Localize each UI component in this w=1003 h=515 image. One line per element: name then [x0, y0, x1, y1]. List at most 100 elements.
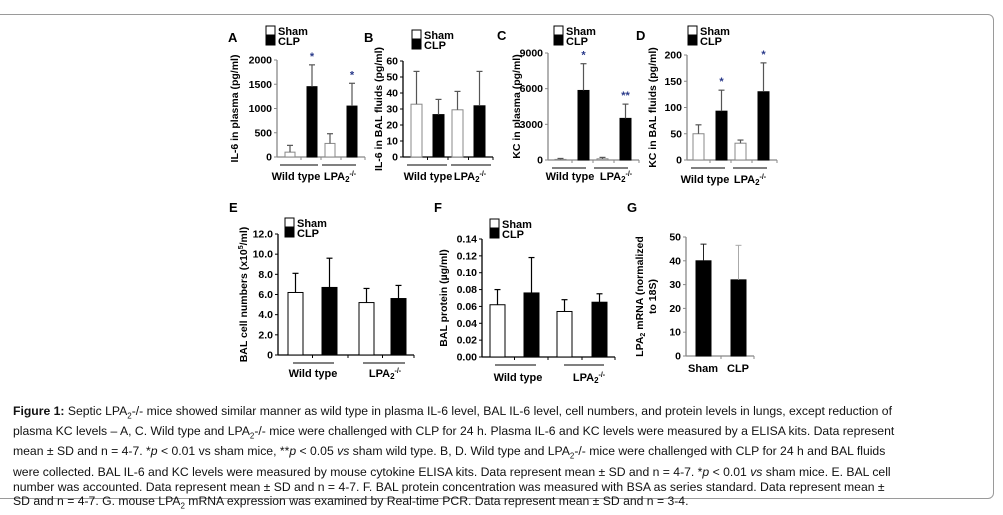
- panel-e: E 0 2.0 4.0 6.0 8.0 10.0 12.0 Wild type LPA2-/- Sh…: [229, 200, 415, 381]
- caption-text: < 0.05: [296, 444, 338, 459]
- y-tick-label: 50: [386, 72, 398, 84]
- y-tick-label: 20: [669, 303, 681, 315]
- legend-label-sham: Sham: [566, 26, 596, 38]
- caption-italic: vs: [337, 444, 350, 459]
- caption-line-1: Figure 1: Septic LPA2-/- mice showed sim…: [13, 404, 991, 424]
- legend-label-sham: Sham: [297, 218, 327, 230]
- caption-italic: vs: [750, 464, 763, 479]
- bar-sham: [410, 103, 423, 158]
- bar-clp: [321, 286, 338, 356]
- y-tick-label: 0.08: [457, 284, 478, 296]
- x-category-label: CLP: [727, 363, 749, 375]
- caption-subscript: 2: [127, 411, 132, 421]
- bar-clp: [473, 105, 486, 158]
- bar-clp: [346, 105, 358, 158]
- caption-subscript: 2: [180, 501, 185, 511]
- legend-swatch-clp: [489, 228, 500, 239]
- caption-text: mean ± SD and n = 4-7. *: [13, 444, 151, 459]
- legend-label-sham: Sham: [700, 26, 730, 38]
- y-axis-label: IL-6 in plasma (pg/ml): [229, 55, 241, 163]
- bar-sham: [324, 142, 336, 158]
- y-tick-label: 1500: [249, 79, 273, 91]
- y-tick-label: 0.14: [457, 234, 478, 246]
- caption-subscript: 2: [569, 451, 575, 461]
- caption-italic: p: [702, 464, 710, 479]
- panel-label: B: [364, 30, 373, 45]
- y-tick-label: 2000: [249, 55, 273, 67]
- caption-text: plasma KC levels – A, C. Wild type and L…: [13, 424, 250, 439]
- x-category-label: LPA2-/-: [600, 171, 633, 184]
- bar-clp: [523, 292, 540, 358]
- y-tick-label: 500: [254, 127, 272, 139]
- y-tick-label: 6.0: [258, 289, 273, 301]
- y-tick-label: 9000: [520, 48, 544, 60]
- caption-text: sham mice. E. BAL cell: [762, 464, 891, 479]
- legend-swatch-clp: [411, 39, 422, 50]
- bar-sham: [451, 109, 464, 158]
- bar-sham: [358, 302, 375, 356]
- y-tick-label: 150: [664, 76, 682, 88]
- y-tick-label: 1000: [249, 103, 273, 115]
- legend-swatch-clp: [284, 227, 295, 238]
- legend-swatch-sham: [411, 29, 422, 40]
- caption-text: sham wild type. B, D. Wild type and LPA: [349, 444, 570, 459]
- caption-text: mRNA expression was examined by Real-tim…: [184, 494, 689, 509]
- caption-text: Septic LPA: [64, 404, 128, 418]
- panel-label: D: [636, 28, 645, 43]
- y-tick-label: 60: [386, 56, 398, 68]
- x-category-label: Sham: [688, 363, 718, 375]
- x-category-label: LPA2-/-: [369, 368, 402, 381]
- y-tick-label: 0.02: [457, 335, 478, 347]
- caption-line-4: were collected. BAL IL-6 and KC levels w…: [13, 465, 991, 480]
- caption-text: -/- mice were challenged with CLP for 24…: [574, 444, 886, 459]
- x-category-label: LPA2-/-: [324, 171, 357, 184]
- significance-marker: *: [310, 51, 315, 63]
- bar-clp: [577, 89, 590, 161]
- bar-clp: [306, 86, 318, 158]
- caption-line-6: SD and n = 4-7. G. mouse LPA2 mRNA expre…: [13, 494, 991, 514]
- bar-sham: [734, 142, 747, 161]
- figure-frame: [0, 14, 994, 499]
- y-tick-label: 0.06: [457, 301, 478, 313]
- y-tick-label: 2.0: [258, 329, 273, 341]
- y-tick-label: 40: [669, 255, 681, 267]
- bar-sham: [489, 304, 506, 358]
- caption-text: -/- mice showed similar manner as wild t…: [131, 404, 892, 418]
- legend-label-sham: Sham: [278, 26, 308, 38]
- y-tick-label: 0: [266, 152, 272, 164]
- panel-label: F: [434, 200, 442, 215]
- significance-marker: **: [621, 90, 630, 102]
- y-tick-label: 30: [386, 104, 398, 116]
- legend-label-clp: CLP: [502, 229, 524, 241]
- legend-swatch-clp: [687, 35, 698, 46]
- y-tick-label: 12.0: [253, 229, 274, 241]
- y-tick-label: 0.00: [457, 352, 478, 364]
- x-category-label: LPA2-/-: [454, 171, 487, 184]
- panel-label: E: [229, 200, 238, 215]
- caption-subscript: 2: [249, 431, 255, 441]
- legend-label-clp: CLP: [297, 228, 319, 240]
- caption-text: SD and n = 4-7. G. mouse LPA: [13, 494, 181, 509]
- x-category-label: Wild type: [681, 174, 730, 186]
- significance-marker: *: [761, 49, 766, 61]
- caption-text: < 0.01 vs sham mice, **: [157, 444, 290, 459]
- y-tick-label: 200: [664, 50, 682, 62]
- y-tick-label: 50: [670, 128, 682, 140]
- x-category-label: Wild type: [272, 171, 321, 183]
- significance-marker: *: [719, 76, 724, 88]
- caption-text: were collected. BAL IL-6 and KC levels w…: [13, 464, 703, 479]
- y-tick-label: 10.0: [253, 249, 274, 261]
- panel-label: C: [497, 28, 507, 43]
- legend-swatch-sham: [265, 25, 276, 36]
- legend-label-clp: CLP: [278, 36, 300, 48]
- significance-marker: *: [350, 69, 355, 81]
- y-tick-label: 10: [669, 327, 681, 339]
- x-category-label: Wild type: [494, 372, 543, 384]
- bar-sham: [556, 310, 573, 358]
- y-axis-label: KC in BAL fluids (pg/ml): [647, 47, 659, 168]
- legend-swatch-clp: [553, 35, 564, 46]
